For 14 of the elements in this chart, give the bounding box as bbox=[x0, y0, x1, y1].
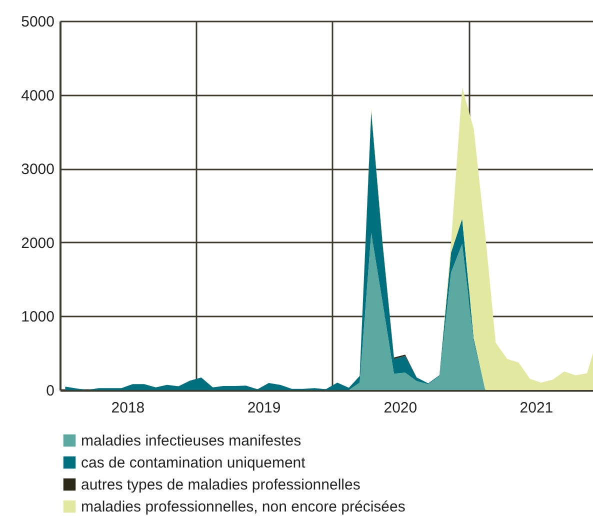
y-tick-label: 5000 bbox=[21, 14, 54, 30]
legend-label: autres types de maladies professionnelles bbox=[81, 476, 360, 494]
x-tick-label: 2021 bbox=[520, 400, 554, 416]
legend-label: maladies professionnelles, non encore précisées bbox=[81, 498, 406, 516]
y-tick-label: 1000 bbox=[21, 308, 54, 326]
x-tick-label: 2020 bbox=[384, 400, 418, 416]
x-tick-label: 2019 bbox=[247, 400, 281, 416]
y-tick-label: 3000 bbox=[21, 161, 54, 178]
y-tick-label: 2000 bbox=[21, 234, 54, 252]
y-tick-label: 4000 bbox=[21, 87, 54, 104]
y-tick-label: 0 bbox=[46, 382, 54, 400]
x-tick-label: 2018 bbox=[111, 400, 145, 416]
legend-label: maladies infectieuses manifestes bbox=[81, 432, 302, 450]
legend-label: cas de contamination uniquement bbox=[81, 454, 306, 472]
